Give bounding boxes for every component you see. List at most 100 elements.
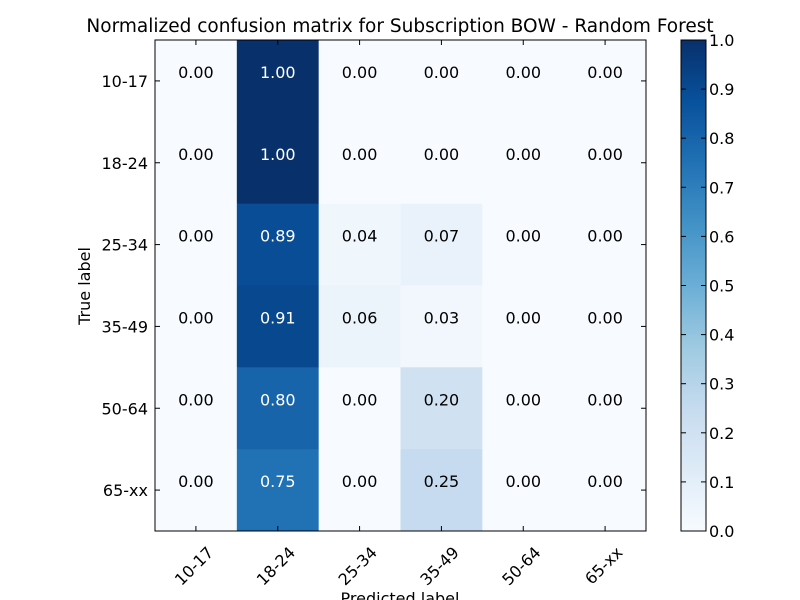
cell-value-label: 0.00 bbox=[587, 145, 623, 164]
cell-value-label: 0.00 bbox=[505, 390, 541, 409]
heatmap-cell bbox=[564, 367, 647, 450]
x-axis-label: Predicted label bbox=[341, 589, 460, 600]
heatmap-cell-labels: 0.00 1.00 0.00 0.00 0.00 0.00 0.00 1.00 0.00 0.00… bbox=[178, 63, 623, 491]
cell-value-label: 0.00 bbox=[178, 390, 214, 409]
colorbar-ticks: 0.0 0.1 0.2 0.3 0.4 0.5 0.6 0.7 0.8 0.9 1.0 bbox=[681, 31, 734, 541]
cell-value-label: 0.80 bbox=[260, 390, 296, 409]
heatmap-cell bbox=[564, 449, 647, 532]
heatmap-cell bbox=[400, 40, 483, 123]
heatmap-cell bbox=[236, 449, 320, 532]
cell-value-label: 0.00 bbox=[342, 390, 378, 409]
heatmap-cell bbox=[236, 203, 320, 286]
cell-value-label: 0.07 bbox=[424, 227, 460, 246]
heatmap-cell bbox=[236, 285, 320, 368]
cell-value-label: 0.00 bbox=[178, 227, 214, 246]
cell-value-label: 0.00 bbox=[505, 227, 541, 246]
colorbar-tick-label: 0.5 bbox=[709, 277, 734, 296]
heatmap-cell bbox=[482, 203, 565, 286]
heatmap-cell bbox=[482, 449, 565, 532]
heatmap-cell bbox=[564, 285, 647, 368]
x-tick-label: 50-64 bbox=[498, 543, 544, 589]
x-tick-label: 35-49 bbox=[416, 543, 462, 589]
cell-value-label: 0.00 bbox=[587, 63, 623, 82]
colorbar-tick-label: 1.0 bbox=[709, 31, 734, 50]
cell-value-label: 0.00 bbox=[587, 308, 623, 327]
y-tick-label: 25-34 bbox=[102, 236, 149, 255]
heatmap-cell bbox=[400, 367, 483, 450]
cell-value-label: 0.00 bbox=[342, 63, 378, 82]
cell-value-label: 0.91 bbox=[260, 308, 296, 327]
heatmap-cell bbox=[318, 40, 401, 123]
cell-value-label: 0.89 bbox=[260, 227, 296, 246]
cell-value-label: 0.04 bbox=[342, 227, 378, 246]
heatmap-cell bbox=[155, 40, 238, 123]
heatmap-cell bbox=[155, 367, 238, 450]
colorbar-tick-label: 0.0 bbox=[709, 522, 734, 541]
heatmap-cell bbox=[482, 40, 565, 123]
heatmap-cell bbox=[236, 367, 320, 450]
cell-value-label: 0.00 bbox=[178, 308, 214, 327]
cell-value-label: 0.00 bbox=[505, 308, 541, 327]
y-tick-label: 50-64 bbox=[102, 399, 149, 418]
x-tick-label: 25-34 bbox=[335, 543, 381, 589]
heatmap-cell bbox=[400, 449, 483, 532]
cell-value-label: 0.20 bbox=[424, 390, 460, 409]
chart-title: Normalized confusion matrix for Subscrip… bbox=[86, 16, 713, 37]
x-tick-label: 65-xx bbox=[581, 543, 626, 588]
heatmap-cell bbox=[318, 449, 401, 532]
x-tick-label: 18-24 bbox=[253, 543, 299, 589]
cell-value-label: 1.00 bbox=[260, 145, 296, 164]
plot-frame bbox=[154, 39, 647, 532]
cell-value-label: 1.00 bbox=[260, 63, 296, 82]
cell-value-label: 0.00 bbox=[505, 63, 541, 82]
cell-value-label: 0.06 bbox=[342, 308, 378, 327]
colorbar-tick-label: 0.1 bbox=[709, 473, 734, 492]
cell-value-label: 0.00 bbox=[505, 145, 541, 164]
heatmap-cell bbox=[564, 121, 647, 205]
cell-value-label: 0.00 bbox=[587, 227, 623, 246]
cell-value-label: 0.00 bbox=[178, 63, 214, 82]
cell-value-label: 0.75 bbox=[260, 472, 296, 491]
cell-value-label: 0.03 bbox=[424, 308, 460, 327]
heatmap-cell bbox=[318, 121, 401, 205]
heatmap-cell bbox=[318, 203, 401, 286]
colorbar-tick-label: 0.8 bbox=[709, 129, 734, 148]
cell-value-label: 0.00 bbox=[587, 390, 623, 409]
heatmap-cell bbox=[400, 285, 483, 368]
heatmap-cell bbox=[564, 203, 647, 286]
y-tick-label: 65-xx bbox=[103, 481, 148, 500]
cell-value-label: 0.00 bbox=[342, 472, 378, 491]
cell-value-label: 0.00 bbox=[424, 63, 460, 82]
cell-value-label: 0.25 bbox=[424, 472, 460, 491]
colorbar-tick-label: 0.2 bbox=[709, 424, 734, 443]
cell-value-label: 0.00 bbox=[587, 472, 623, 491]
cell-value-label: 0.00 bbox=[424, 145, 460, 164]
cell-value-label: 0.00 bbox=[342, 145, 378, 164]
heatmap-cell bbox=[155, 203, 238, 286]
heatmap-cell bbox=[400, 203, 483, 286]
heatmap-cells bbox=[155, 40, 647, 532]
heatmap-cell bbox=[318, 285, 401, 368]
x-tick-label: 10-17 bbox=[171, 543, 217, 589]
y-axis-ticks: 10-17 18-24 25-34 35-49 50-64 65-xx bbox=[102, 72, 646, 500]
heatmap-cell bbox=[482, 121, 565, 205]
heatmap-cell bbox=[155, 285, 238, 368]
heatmap-cell bbox=[236, 40, 320, 123]
colorbar-tick-label: 0.3 bbox=[709, 375, 734, 394]
y-tick-label: 18-24 bbox=[102, 154, 149, 173]
heatmap-cell bbox=[236, 121, 320, 205]
y-tick-label: 10-17 bbox=[102, 72, 149, 91]
cell-value-label: 0.00 bbox=[178, 145, 214, 164]
y-tick-label: 35-49 bbox=[102, 317, 149, 336]
colorbar-tick-label: 0.4 bbox=[709, 326, 734, 345]
heatmap-cell bbox=[482, 285, 565, 368]
y-axis-label: True label bbox=[75, 247, 94, 326]
colorbar-tick-label: 0.7 bbox=[709, 178, 734, 197]
heatmap-cell bbox=[564, 40, 647, 123]
heatmap-cell bbox=[318, 367, 401, 450]
cell-value-label: 0.00 bbox=[178, 472, 214, 491]
heatmap-cell bbox=[155, 449, 238, 532]
heatmap-cell bbox=[400, 121, 483, 205]
cell-value-label: 0.00 bbox=[505, 472, 541, 491]
